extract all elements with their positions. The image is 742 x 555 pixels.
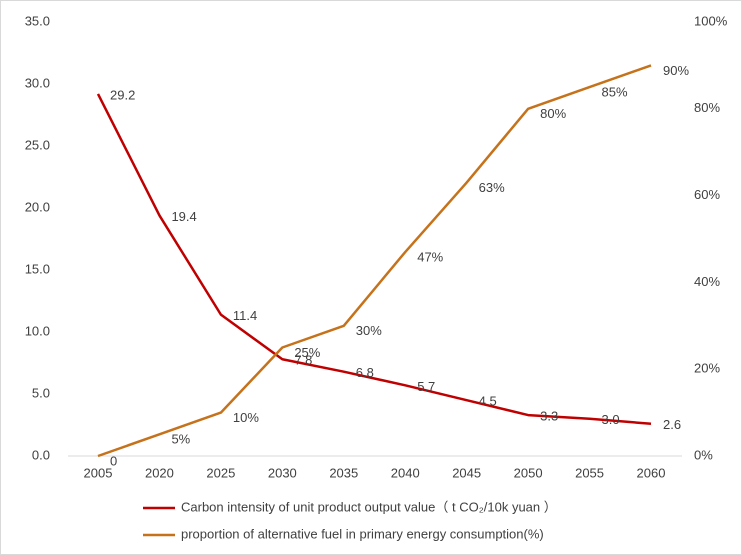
data-label: 63% [479,180,505,195]
x-tick-label: 2040 [391,465,420,480]
y-tick-label: 10.0 [25,323,50,338]
data-label: 10% [233,410,259,425]
data-label: 7.8 [294,353,312,368]
data-label: 80% [540,106,566,121]
y-tick-label: 25.0 [25,137,50,152]
x-tick-label: 2035 [329,465,358,480]
y-tick-label: 30.0 [25,75,50,90]
data-label: 19.4 [171,209,196,224]
y2-tick-label: 20% [694,361,720,376]
x-tick-label: 2055 [575,465,604,480]
data-label: 3.3 [540,409,558,424]
data-label: 90% [663,63,689,78]
legend-label: Carbon intensity of unit product output … [181,499,557,514]
y-tick-label: 20.0 [25,199,50,214]
series-line [97,64,652,458]
data-label: 29.2 [110,87,135,102]
y2-tick-label: 80% [694,100,720,115]
data-label: 0 [110,453,117,468]
y2-tick-label: 0% [694,447,713,462]
x-tick-label: 2050 [514,465,543,480]
data-label: 30% [356,323,382,338]
x-tick-label: 2025 [206,465,235,480]
data-label: 11.4 [233,308,257,323]
x-tick-label: 2020 [145,465,174,480]
y-tick-label: 0.0 [32,447,50,462]
data-label: 3.0 [602,412,620,427]
data-label: 5% [171,432,190,447]
legend-label: proportion of alternative fuel in primar… [181,526,544,541]
data-label: 6.8 [356,365,374,380]
y2-tick-label: 40% [694,274,720,289]
data-label: 85% [602,85,628,100]
x-tick-label: 2045 [452,465,481,480]
x-tick-label: 2005 [84,465,113,480]
data-label: 2.6 [663,417,681,432]
data-label: 4.5 [479,394,497,409]
y2-tick-label: 60% [694,187,720,202]
x-tick-label: 2030 [268,465,297,480]
data-label: 47% [417,249,443,264]
y-tick-label: 5.0 [32,385,50,400]
data-label: 25% [294,345,320,360]
data-label: 5.7 [417,379,435,394]
x-tick-label: 2060 [637,465,666,480]
series-line [96,93,652,426]
y-tick-label: 15.0 [25,261,50,276]
y-tick-label: 35.0 [25,13,50,28]
y2-tick-label: 100% [694,13,728,28]
